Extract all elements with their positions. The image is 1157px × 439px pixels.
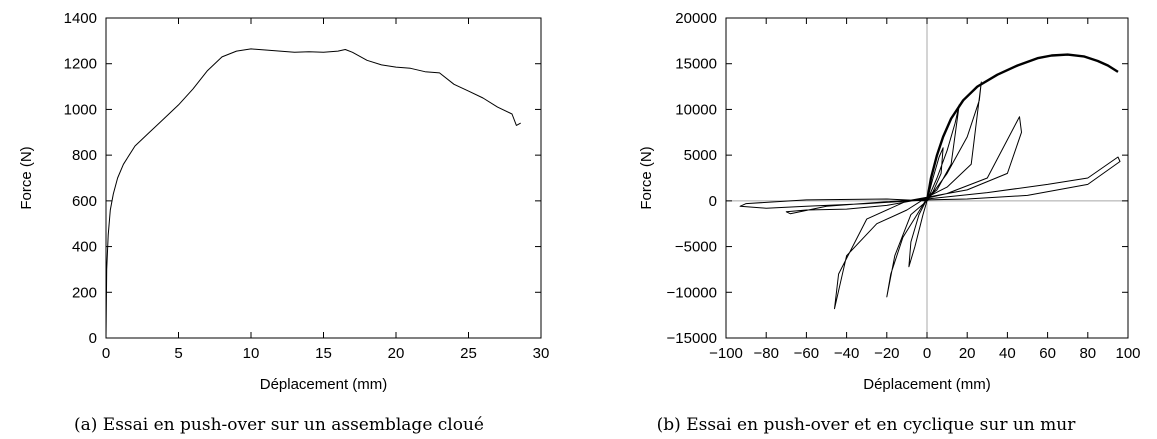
- x-tick-label: −40: [834, 345, 859, 362]
- y-tick-label: −15000: [667, 330, 717, 347]
- x-tick-label: 10: [243, 345, 260, 362]
- y-tick-label: −5000: [675, 239, 717, 256]
- x-tick-label: 30: [533, 345, 550, 362]
- x-tick-label: 20: [388, 345, 405, 362]
- chart-b-series: [739, 53, 1121, 310]
- y-tick-label: 400: [72, 239, 97, 256]
- y-tick-label: 600: [72, 193, 97, 210]
- chart-a: 0 5 10 15 20 25 30 0 200 400 600 800 1000 1200 1400 Dé…: [18, 10, 549, 435]
- series-line-1: [925, 53, 1119, 202]
- x-tick-label: 80: [1079, 345, 1096, 362]
- series-line-2: [739, 81, 1121, 310]
- x-tick-label: 60: [1039, 345, 1056, 362]
- series-line-1: [105, 48, 521, 339]
- chart-b-ticks: −100 −80 −60 −40 −20 0 20 40 60 80 100 −15000 −10000…: [667, 10, 1141, 362]
- chart-a-caption: (a) Essai en push-over sur un assemblage…: [74, 415, 484, 435]
- x-tick-label: 40: [999, 345, 1016, 362]
- x-tick-label: 20: [959, 345, 976, 362]
- chart-b-zero-lines: [726, 18, 1128, 338]
- chart-b-xlabel: Déplacement (mm): [863, 376, 991, 393]
- y-tick-label: 15000: [675, 56, 717, 73]
- x-tick-label: 5: [174, 345, 182, 362]
- x-tick-label: 100: [1115, 345, 1140, 362]
- chart-a-xlabel: Déplacement (mm): [260, 376, 388, 393]
- chart-a-ylabel: Force (N): [18, 146, 35, 209]
- y-tick-label: 5000: [684, 147, 717, 164]
- plot-frame: [105, 17, 542, 339]
- y-tick-label: 0: [89, 330, 97, 347]
- chart-a-ticks: 0 5 10 15 20 25 30 0 200 400 600 800 1000 1200 1400: [64, 10, 550, 362]
- x-tick-label: −60: [794, 345, 819, 362]
- chart-a-series: [105, 48, 521, 339]
- y-tick-label: 1200: [64, 56, 97, 73]
- x-tick-label: −100: [709, 345, 743, 362]
- x-tick-label: 0: [923, 345, 931, 362]
- chart-b: −100 −80 −60 −40 −20 0 20 40 60 80 100 −15000 −10000…: [638, 10, 1141, 435]
- x-tick-label: −20: [874, 345, 899, 362]
- y-tick-label: 1400: [64, 10, 97, 27]
- x-tick-label: 25: [460, 345, 477, 362]
- y-tick-label: 200: [72, 284, 97, 301]
- y-tick-label: 0: [709, 193, 717, 210]
- y-tick-label: 1000: [64, 101, 97, 118]
- chart-b-ylabel: Force (N): [638, 146, 655, 209]
- x-tick-label: 0: [102, 345, 110, 362]
- chart-b-caption: (b) Essai en push-over et en cyclique su…: [657, 415, 1077, 435]
- y-tick-label: 20000: [675, 10, 717, 27]
- y-tick-label: −10000: [667, 284, 717, 301]
- chart-a-axes: [105, 17, 542, 339]
- x-tick-label: −80: [753, 345, 778, 362]
- y-tick-label: 10000: [675, 101, 717, 118]
- x-tick-label: 15: [315, 345, 332, 362]
- y-tick-label: 800: [72, 147, 97, 164]
